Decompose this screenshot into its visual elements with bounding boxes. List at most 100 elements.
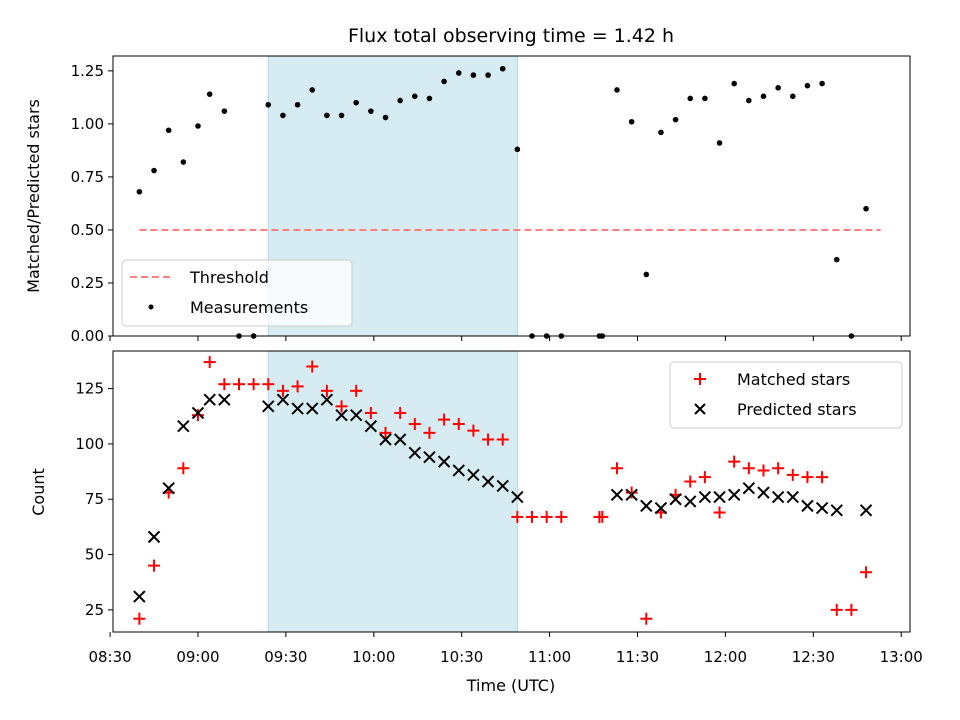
measurement-point (614, 87, 620, 93)
measurement-point (760, 93, 767, 100)
matched-star-point (423, 426, 436, 439)
matched-star-point (379, 426, 392, 439)
matched-star-point (496, 433, 509, 446)
measurement-point (789, 93, 796, 100)
xtick-label: 12:00 (704, 648, 747, 666)
measurement-point (702, 95, 708, 102)
predicted-star-point (640, 499, 653, 513)
measurement-point (628, 118, 635, 125)
matched-star-point (218, 378, 231, 391)
measurement-point (716, 140, 723, 146)
matched-star-point (742, 462, 755, 475)
predicted-star-point (669, 493, 682, 506)
matched-star-point (467, 424, 480, 437)
matched-star-point (482, 433, 495, 446)
predicted-star-point (335, 408, 348, 422)
matched-star-point (860, 566, 873, 579)
measurement-point (368, 108, 374, 114)
measurement-point (833, 256, 840, 263)
matched-star-point (203, 356, 216, 369)
measurement-point (687, 95, 694, 102)
matched-star-point (177, 462, 190, 475)
top-plot-frame (112, 55, 911, 337)
predicted-star-point (306, 402, 319, 415)
xtick-label: 08:30 (88, 648, 131, 666)
matched-star-point (625, 486, 638, 499)
measurement-point (485, 72, 491, 78)
top-ytick-label: 0.50 (71, 221, 104, 239)
measurement-point (397, 97, 403, 104)
legend-predicted-swatch (694, 403, 706, 415)
bottom-ytick-label: 25 (85, 601, 104, 619)
matched-star-point (452, 418, 465, 431)
legend-predicted-label: Predicted stars (737, 400, 857, 419)
measurement-point (324, 112, 330, 119)
measurement-point (353, 99, 360, 106)
legend-threshold-label: Threshold (189, 268, 269, 287)
predicted-star-point (757, 486, 770, 499)
measurement-point (206, 91, 213, 97)
matched-star-point (335, 400, 348, 413)
measurement-point (746, 97, 752, 104)
x-axis-label: Time (UTC) (466, 676, 555, 695)
predicted-star-point (147, 530, 161, 544)
predicted-star-point (162, 481, 175, 495)
measurement-point (180, 159, 187, 165)
matched-star-point (306, 360, 319, 373)
matched-star-point (394, 406, 407, 419)
predicted-star-point (496, 479, 509, 493)
measurement-point (265, 101, 272, 108)
top-ytick-label: 1.00 (71, 115, 104, 133)
top-ytick-label: 0.75 (71, 168, 104, 186)
predicted-star-point (133, 590, 146, 603)
measurement-point (426, 95, 433, 102)
predicted-star-point (815, 501, 829, 515)
predicted-star-point (349, 408, 363, 422)
measurement-point (470, 72, 477, 78)
measurement-point (643, 271, 650, 278)
bottom-ytick-label: 75 (85, 490, 104, 508)
predicted-star-point (191, 406, 205, 420)
legend-matched-swatch (694, 373, 706, 385)
predicted-star-point (467, 468, 480, 482)
predicted-star-point (801, 499, 814, 513)
matched-star-point (133, 612, 146, 625)
measurement-point (819, 80, 825, 87)
xtick-label: 09:00 (176, 648, 219, 666)
predicted-star-point (379, 433, 392, 446)
matched-star-point (526, 510, 539, 523)
matched-star-point (262, 378, 275, 391)
matched-star-point (148, 559, 161, 572)
predicted-star-point (713, 490, 726, 504)
predicted-star-point (393, 433, 407, 446)
predicted-star-point (276, 393, 290, 406)
matched-star-point (845, 603, 858, 616)
measurement-point (221, 108, 228, 114)
measurement-point (165, 127, 172, 134)
predicted-star-point (452, 464, 465, 477)
matched-star-point (320, 384, 333, 397)
predicted-star-point (218, 393, 231, 406)
matched-star-point (540, 510, 553, 523)
matched-star-point (830, 603, 843, 616)
predicted-star-point (511, 490, 524, 504)
matched-star-point (596, 510, 609, 523)
predicted-star-point (771, 490, 785, 504)
measurement-point (294, 101, 301, 108)
bottom-observing-span (267, 350, 518, 633)
matched-star-point (786, 468, 799, 481)
predicted-star-point (698, 490, 712, 504)
xtick-label: 09:30 (264, 648, 307, 666)
bottom-ytick-label: 125 (75, 380, 104, 398)
measurement-point (382, 114, 389, 121)
ratio-panel: Flux total observing time = 1.42 h Match… (24, 25, 911, 345)
measurement-point (514, 146, 521, 153)
predicted-star-point (408, 446, 422, 459)
matched-star-point (801, 471, 814, 484)
matched-star-point (640, 612, 653, 625)
xtick-label: 11:00 (528, 648, 571, 666)
matched-star-point (610, 462, 623, 475)
predicted-star-point (481, 475, 495, 488)
predicted-star-point (610, 488, 624, 502)
matched-star-point (350, 384, 363, 397)
